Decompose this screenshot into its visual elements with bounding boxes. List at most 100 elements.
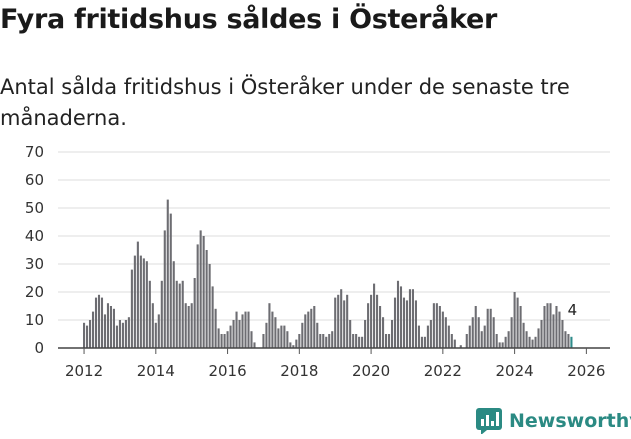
bar: [184, 303, 187, 348]
bar: [534, 336, 537, 348]
x-tick-label: 2020: [352, 362, 390, 380]
bar: [441, 311, 444, 348]
bar: [498, 342, 501, 348]
bar: [328, 334, 331, 348]
bar: [139, 255, 142, 348]
bar: [253, 342, 256, 348]
bar: [561, 320, 564, 348]
bar: [103, 314, 107, 348]
bar-chart: 0 10 20 30 40 50 60 70 4 2012 2014 2016 2018 2020 2022…: [25, 143, 610, 380]
bar: [390, 320, 394, 348]
bar: [447, 325, 450, 348]
bar: [516, 297, 519, 348]
bar: [355, 334, 358, 348]
bar: [136, 241, 139, 348]
bar: [435, 303, 438, 348]
bar: [295, 339, 298, 348]
bar: [504, 336, 507, 348]
bar: [402, 297, 406, 348]
bar: [145, 261, 148, 348]
bar: [286, 331, 289, 348]
bar: [229, 325, 232, 348]
bar: [208, 264, 211, 348]
bar: [483, 325, 486, 348]
bar: [429, 320, 432, 348]
bar: [474, 306, 477, 348]
bar: [232, 320, 235, 348]
bar: [172, 261, 175, 348]
bar: [250, 331, 253, 348]
bar: [262, 334, 265, 348]
bar: [97, 294, 101, 348]
bar: [525, 331, 528, 348]
bar: [268, 303, 271, 348]
bar: [154, 322, 157, 348]
x-tick-label: 2026: [567, 362, 605, 380]
bar: [310, 308, 313, 348]
x-tick-label: 2018: [280, 362, 318, 380]
bar: [426, 325, 429, 348]
bar: [570, 336, 573, 348]
newsworthy-logo: Newsworthy: [476, 406, 631, 436]
bar: [157, 314, 160, 348]
bar: [115, 325, 118, 348]
y-tick-label: 70: [25, 143, 44, 161]
bar: [471, 317, 474, 348]
bar: [247, 311, 250, 348]
bar: [265, 322, 268, 348]
bar: [94, 297, 98, 348]
bar: [283, 325, 286, 348]
bar: [124, 320, 127, 348]
bar: [238, 320, 241, 348]
axes: 0 10 20 30 40 50 60 70 4 2012 2014 2016 2018 2020 2022…: [25, 143, 610, 380]
bar: [178, 283, 181, 348]
bar: [459, 345, 462, 348]
bar: [292, 345, 295, 348]
bar: [468, 325, 471, 348]
bar: [334, 297, 337, 348]
bar: [133, 255, 136, 348]
bar: [564, 331, 567, 348]
bar: [558, 311, 561, 348]
bar: [364, 320, 367, 348]
bar: [160, 280, 163, 348]
x-tick-label: 2022: [424, 362, 462, 380]
bar: [313, 306, 316, 348]
bar: [552, 314, 555, 348]
bar: [567, 334, 570, 348]
bar: [537, 328, 540, 348]
y-tick-label: 30: [25, 255, 44, 273]
bar: [346, 294, 349, 348]
bar: [127, 317, 130, 348]
bar: [411, 289, 414, 348]
bar: [235, 311, 238, 348]
bar: [163, 230, 166, 348]
bar: [420, 336, 423, 348]
bar: [396, 280, 400, 348]
bar: [361, 336, 364, 348]
bar: [477, 317, 480, 348]
x-tick-label: 2024: [496, 362, 534, 380]
bar: [549, 303, 552, 348]
bar: [453, 339, 456, 348]
bar: [211, 286, 214, 348]
bar: [405, 300, 409, 348]
bar: [495, 334, 498, 348]
bar: [220, 334, 223, 348]
bar: [205, 250, 208, 348]
bar: [387, 334, 391, 348]
bar: [142, 258, 145, 348]
bar: [384, 334, 388, 348]
bar: [492, 317, 495, 348]
bar: [169, 213, 172, 348]
bar: [166, 199, 169, 348]
bar: [489, 308, 492, 348]
bar: [546, 303, 549, 348]
bar: [399, 286, 403, 348]
bar: [307, 311, 310, 348]
bar: [100, 297, 104, 348]
bar: [175, 280, 178, 348]
chart-title: Fyra fritidshus såldes i Österåker: [0, 4, 498, 35]
x-tick-label: 2016: [208, 362, 246, 380]
